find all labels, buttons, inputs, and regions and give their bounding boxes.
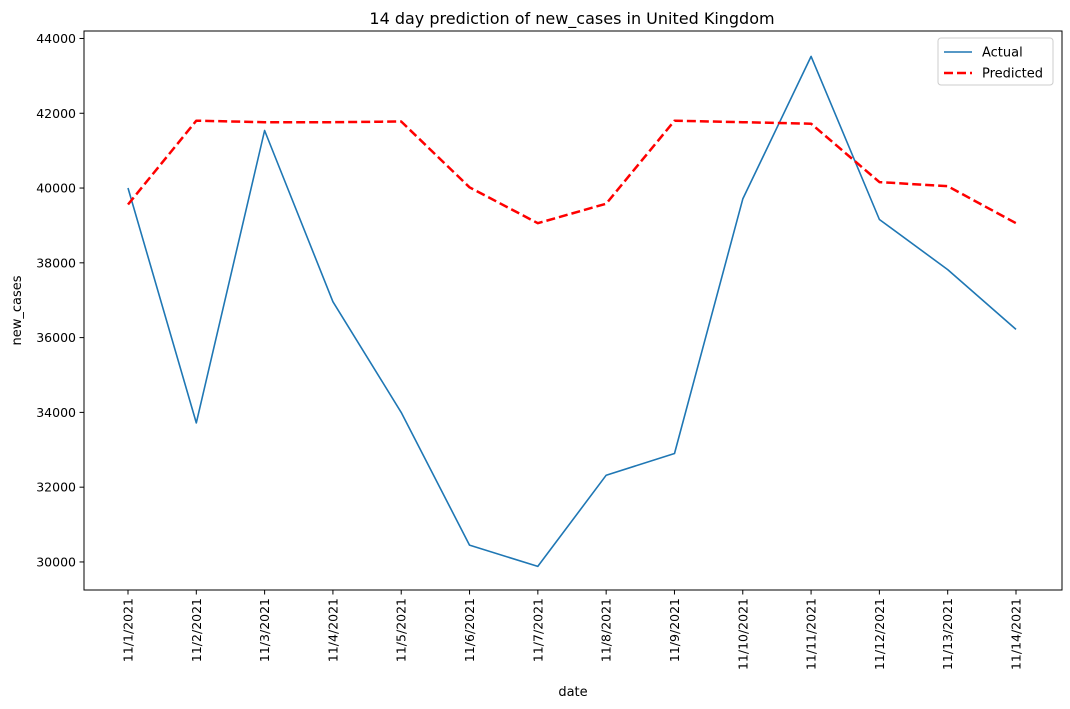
legend-label-predicted: Predicted xyxy=(982,67,1043,82)
x-tick-label: 11/4/2021 xyxy=(325,598,340,662)
x-tick-label: 11/5/2021 xyxy=(394,598,409,662)
chart-title: 14 day prediction of new_cases in United… xyxy=(369,9,774,29)
series-line-actual xyxy=(127,55,1017,568)
x-tick-label: 11/6/2021 xyxy=(462,598,477,662)
x-axis: 11/1/2021 11/2/2021 11/3/2021 11/4/2021 11/5… xyxy=(121,590,1024,670)
x-tick-label: 11/2/2021 xyxy=(189,598,204,662)
y-tick-label: 40000 xyxy=(36,181,76,196)
x-tick-label: 11/13/2021 xyxy=(940,598,955,670)
x-tick-label: 11/7/2021 xyxy=(530,598,545,662)
y-tick-label: 38000 xyxy=(36,255,76,270)
x-tick-label: 11/1/2021 xyxy=(121,598,136,662)
y-tick-label: 32000 xyxy=(36,480,76,495)
y-tick-label: 36000 xyxy=(36,330,76,345)
legend: Actual Predicted xyxy=(937,37,1054,86)
legend-label-actual: Actual xyxy=(982,46,1023,61)
x-tick-label: 11/10/2021 xyxy=(735,598,750,670)
x-tick-label: 11/9/2021 xyxy=(667,598,682,662)
x-tick-label: 11/3/2021 xyxy=(257,598,272,662)
series-layer xyxy=(127,55,1017,568)
y-axis: 30000 32000 34000 36000 38000 40000 42000 44000 xyxy=(36,31,84,569)
x-tick-label: 11/8/2021 xyxy=(599,598,614,662)
series-line-predicted xyxy=(127,119,1017,225)
y-tick-label: 30000 xyxy=(36,554,76,569)
legend-box xyxy=(937,37,1054,86)
x-tick-label: 11/11/2021 xyxy=(804,598,819,670)
x-axis-label: date xyxy=(558,685,587,700)
y-tick-label: 42000 xyxy=(36,106,76,121)
y-axis-label: new_cases xyxy=(10,275,25,345)
y-tick-label: 34000 xyxy=(36,405,76,420)
x-tick-label: 11/14/2021 xyxy=(1009,598,1024,670)
plot-area-frame xyxy=(83,30,1063,591)
x-tick-label: 11/12/2021 xyxy=(872,598,887,670)
y-tick-label: 44000 xyxy=(36,31,76,46)
